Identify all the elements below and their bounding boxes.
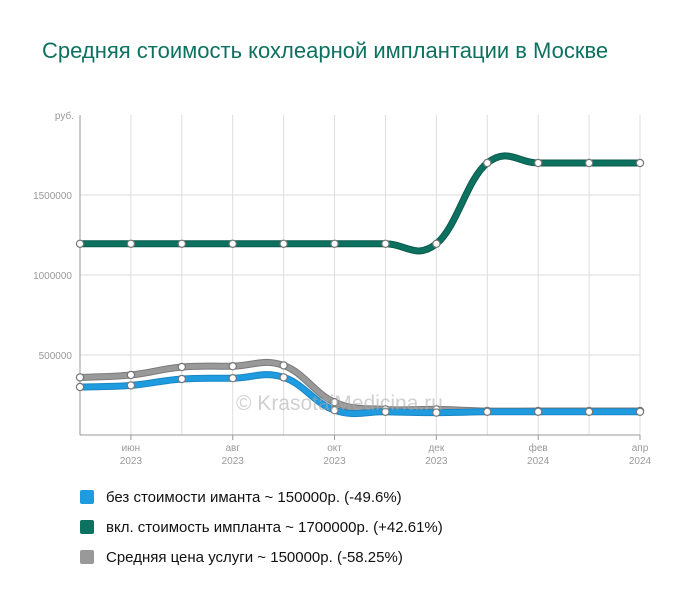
- data-point: [330, 239, 339, 248]
- data-point: [635, 407, 645, 416]
- data-point: [330, 406, 339, 415]
- x-tick-label-month: дек: [428, 443, 444, 454]
- data-point: [381, 239, 390, 248]
- x-tick-label-year: 2023: [222, 456, 245, 467]
- data-point: [432, 408, 441, 417]
- watermark-text: © KrasotaiMedicina.ru: [236, 392, 443, 415]
- legend-label: без стоимости иманта ~ 150000р. (-49.6%): [106, 488, 402, 506]
- data-point: [584, 407, 594, 416]
- series-2: [75, 152, 645, 255]
- x-tick-label-year: 2024: [527, 456, 550, 467]
- x-tick-label-month: окт: [327, 443, 342, 454]
- data-point: [279, 361, 288, 370]
- data-point: [177, 239, 187, 248]
- y-tick-label: 1500000: [33, 191, 72, 202]
- data-point: [635, 158, 645, 168]
- data-point: [330, 398, 339, 407]
- series-1: [75, 371, 645, 418]
- series-line-outline: [76, 152, 644, 255]
- data-point: [432, 239, 441, 248]
- data-point: [75, 373, 85, 382]
- data-point: [279, 373, 288, 382]
- data-point: [533, 407, 543, 416]
- legend-item[interactable]: вкл. стоимость импланта ~ 1700000р. (+42…: [80, 512, 443, 542]
- legend-label: вкл. стоимость импланта ~ 1700000р. (+42…: [106, 518, 443, 536]
- data-point: [75, 239, 85, 248]
- grid: [79, 115, 641, 435]
- data-point: [381, 407, 390, 416]
- x-tick-label-year: 2023: [120, 456, 143, 467]
- data-point: [228, 362, 237, 371]
- x-tick-label-year: 2023: [425, 456, 448, 467]
- y-tick-label: 1000000: [33, 271, 72, 282]
- data-point: [483, 158, 492, 168]
- data-point: [584, 158, 594, 168]
- data-point: [533, 158, 543, 168]
- data-point: [177, 374, 187, 384]
- data-point: [228, 239, 237, 248]
- legend-swatch: [80, 490, 94, 504]
- line-chart: 500000 1000000 1500000 руб. июн 2023 авг 2023 ок…: [33, 110, 652, 467]
- x-tick-label-month: июн: [122, 443, 141, 454]
- chart-legend: без стоимости иманта ~ 150000р. (-49.6%)…: [80, 482, 443, 572]
- legend-swatch: [80, 520, 94, 534]
- x-tick-label-month: фев: [529, 442, 548, 454]
- chart-title: Средняя стоимость кохлеарной имплантации…: [42, 38, 609, 63]
- data-point: [126, 381, 136, 390]
- legend-item[interactable]: Средняя цена услуги ~ 150000р. (-58.25%): [80, 542, 443, 572]
- legend-item[interactable]: без стоимости иманта ~ 150000р. (-49.6%): [80, 482, 443, 512]
- x-tick-label-month: апр: [632, 443, 649, 454]
- x-tick-label-month: авг: [225, 443, 240, 454]
- data-point: [126, 239, 136, 248]
- x-tick-label-year: 2024: [629, 456, 652, 467]
- data-point: [75, 382, 85, 392]
- legend-label: Средняя цена услуги ~ 150000р. (-58.25%): [106, 548, 403, 566]
- y-axis-unit-label: руб.: [55, 110, 74, 122]
- data-point: [279, 239, 288, 248]
- x-tick-label-year: 2023: [323, 456, 346, 467]
- y-tick-label: 500000: [39, 351, 73, 362]
- legend-swatch: [80, 550, 94, 564]
- data-point: [483, 407, 492, 416]
- data-point: [126, 370, 136, 380]
- data-point: [228, 374, 237, 383]
- data-point: [177, 362, 187, 372]
- series-line: [77, 153, 643, 254]
